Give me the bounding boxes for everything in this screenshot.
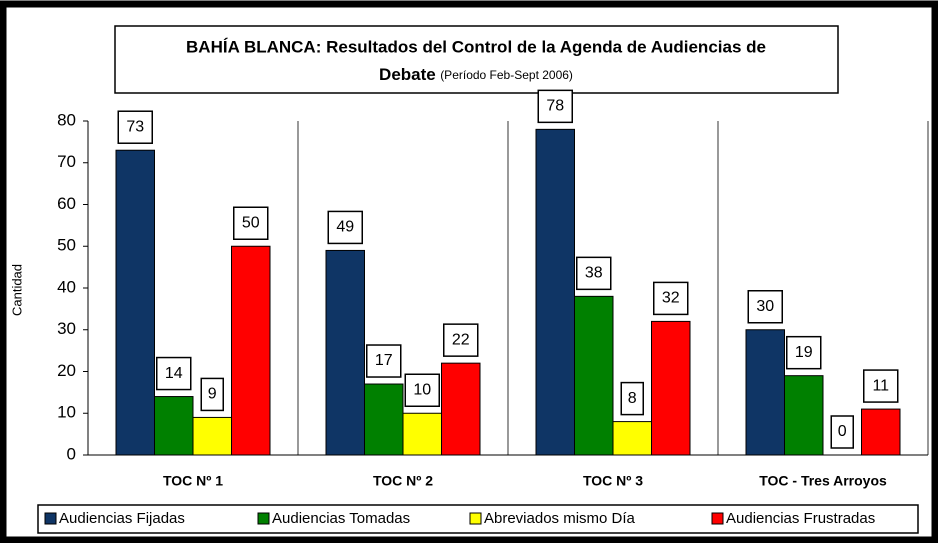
data-label-box <box>233 206 269 240</box>
data-label-box <box>404 373 440 407</box>
data-label-box <box>863 369 899 403</box>
data-label-box <box>156 356 192 391</box>
legend-label: Audiencias Frustradas <box>726 510 875 527</box>
title-line-2: Debate (Período Feb-Sept 2006) <box>379 65 573 84</box>
bar <box>612 421 652 456</box>
legend-swatch <box>257 512 270 525</box>
data-label: 32 <box>662 290 680 307</box>
data-label: 14 <box>165 365 183 382</box>
bar <box>441 362 481 456</box>
data-label: 73 <box>126 118 144 135</box>
data-label-box <box>653 281 689 316</box>
legend-label: Abreviados mismo Día <box>484 510 636 527</box>
x-tick-label: TOC Nº 1 <box>163 473 223 489</box>
data-label: 49 <box>336 219 354 236</box>
data-label-box <box>443 323 479 357</box>
legend-swatch <box>44 512 57 525</box>
y-tick-label: 20 <box>57 361 76 380</box>
chart-title-part: Debate <box>379 65 436 84</box>
y-tick-label: 40 <box>57 277 76 296</box>
data-label-box <box>576 256 612 291</box>
data-label: 17 <box>375 352 393 369</box>
bar <box>192 416 232 456</box>
legend-label: Audiencias Tomadas <box>272 510 410 527</box>
legend-label: Audiencias Fijadas <box>59 510 185 527</box>
data-label: 30 <box>756 298 774 315</box>
bar <box>651 320 691 456</box>
bar <box>861 408 901 456</box>
legend-swatch <box>469 512 482 525</box>
y-tick-label: 60 <box>57 194 76 213</box>
y-tick-label: 30 <box>57 319 76 338</box>
data-label-box <box>537 89 573 124</box>
data-label-box <box>830 415 854 449</box>
x-tick-label: TOC Nº 3 <box>583 473 643 489</box>
data-label-box <box>620 381 644 416</box>
bar <box>325 249 365 456</box>
chart-title: BAHÍA BLANCA: Resultados del Control de … <box>186 37 766 56</box>
y-tick-label: 10 <box>57 403 76 422</box>
y-tick-label: 70 <box>57 152 76 171</box>
data-label-box <box>117 110 153 144</box>
data-label-box <box>786 335 822 370</box>
data-label-box <box>327 210 363 245</box>
data-label: 38 <box>585 265 603 282</box>
bar <box>574 295 614 456</box>
bar <box>154 396 194 456</box>
bar <box>402 412 442 456</box>
data-label-box <box>747 290 783 324</box>
bar <box>231 245 271 456</box>
bar <box>115 149 155 456</box>
data-label: 0 <box>838 423 847 440</box>
data-label-box <box>366 344 402 378</box>
bar <box>535 128 575 456</box>
y-tick-label: 50 <box>57 236 76 255</box>
data-label: 22 <box>452 331 470 348</box>
data-label: 9 <box>208 386 217 403</box>
y-axis-label: Cantidad <box>9 264 24 316</box>
bar <box>745 329 785 456</box>
data-label: 8 <box>628 390 637 407</box>
data-label: 11 <box>872 377 889 394</box>
data-label: 19 <box>795 344 813 361</box>
y-tick-label: 80 <box>57 110 76 129</box>
bar <box>364 383 404 456</box>
title-box <box>114 25 839 94</box>
data-label: 10 <box>413 381 431 398</box>
x-tick-label: TOC Nº 2 <box>373 473 433 489</box>
bar <box>784 375 824 456</box>
legend-swatch <box>711 512 724 525</box>
data-label: 78 <box>546 98 564 115</box>
x-tick-label: TOC - Tres Arroyos <box>759 473 887 489</box>
data-label: 50 <box>242 214 260 231</box>
data-label-box <box>200 377 224 412</box>
y-tick-label: 0 <box>67 444 76 463</box>
chart-subtitle: (Período Feb-Sept 2006) <box>440 68 573 82</box>
